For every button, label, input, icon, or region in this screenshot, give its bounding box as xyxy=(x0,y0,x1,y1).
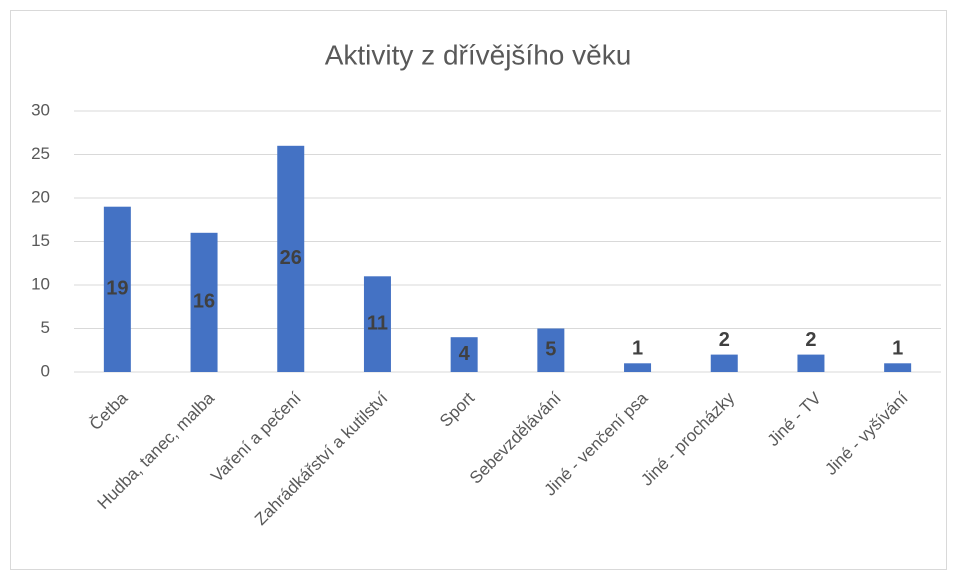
y-tick-label: 30 xyxy=(31,100,50,119)
y-tick-label: 15 xyxy=(31,231,50,250)
bar xyxy=(537,328,565,372)
data-label: 2 xyxy=(719,329,730,351)
chart-border xyxy=(10,10,947,570)
data-label: 1 xyxy=(892,338,903,360)
bar xyxy=(363,276,391,372)
data-label: 19 xyxy=(106,278,128,300)
y-tick-label: 10 xyxy=(31,274,50,293)
y-tick-label: 0 xyxy=(41,361,50,380)
bar xyxy=(797,354,825,372)
bar xyxy=(450,337,478,372)
y-tick-label: 25 xyxy=(31,144,50,163)
bar xyxy=(190,232,218,372)
bar xyxy=(710,354,738,372)
data-label: 5 xyxy=(545,339,556,361)
data-label: 4 xyxy=(459,343,471,365)
y-tick-label: 5 xyxy=(41,318,50,337)
chart-title: Aktivity z dřívějšího věku xyxy=(325,39,632,70)
bar xyxy=(884,363,912,372)
bar xyxy=(103,206,131,372)
data-label: 16 xyxy=(193,291,215,313)
bar xyxy=(624,363,652,372)
data-label: 1 xyxy=(632,338,643,360)
bar xyxy=(277,145,305,372)
data-label: 26 xyxy=(280,247,302,269)
data-label: 2 xyxy=(805,329,816,351)
y-tick-label: 20 xyxy=(31,187,50,206)
data-label: 11 xyxy=(367,312,388,334)
